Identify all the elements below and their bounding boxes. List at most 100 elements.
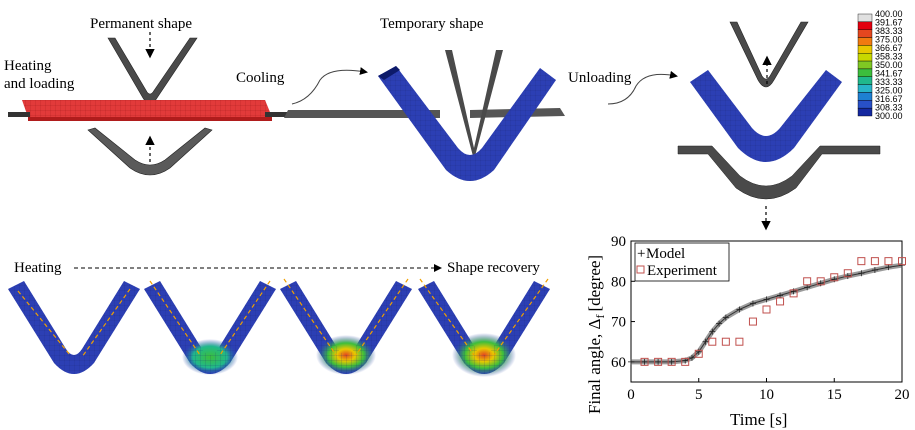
legend-experiment-marker	[636, 265, 645, 274]
colorbar-value: 383.33	[875, 26, 903, 36]
colorbar-swatch	[857, 45, 873, 54]
model-point	[722, 314, 729, 321]
recovery-specimen-3	[280, 278, 412, 375]
experiment-point	[681, 357, 690, 366]
experiment-point	[708, 337, 717, 346]
experiment-point	[640, 357, 649, 366]
colorbar-swatch	[857, 100, 873, 109]
y-tick-label: 60	[611, 355, 626, 371]
model-point	[716, 320, 723, 327]
y-axis-title: Final angle, Δf [degree]	[585, 255, 607, 414]
y-axis-title-unit: [degree]	[585, 255, 604, 312]
cooling-label: Cooling	[236, 70, 285, 86]
temperature-colorbar: 400.00391.67383.33375.00366.67358.33350.…	[857, 9, 903, 121]
model-point	[736, 306, 743, 313]
final-angle-chart: 0 5 10 15 20 60 70 80 90 + Model Experiment Time…	[585, 234, 910, 429]
experiment-point	[694, 349, 703, 358]
permanent-shape-label: Permanent shape	[90, 16, 192, 32]
x-tick-label: 5	[695, 387, 703, 403]
experiment-point	[776, 297, 785, 306]
stage-unloading	[677, 21, 881, 231]
colorbar-swatch	[857, 37, 873, 46]
x-tick-label: 10	[759, 387, 774, 403]
model-point	[702, 338, 709, 345]
chart-legend: + Model Experiment	[634, 242, 730, 282]
x-axis-title: Time [s]	[730, 410, 787, 429]
colorbar-swatch	[857, 107, 873, 117]
x-tick-label: 15	[827, 387, 842, 403]
colorbar-value: 358.33	[875, 52, 903, 62]
model-point	[668, 358, 675, 365]
unload-upper-tool	[729, 21, 809, 88]
temporary-specimen	[378, 66, 556, 181]
experiment-point	[803, 277, 812, 286]
recovery-sequence: Heating Shape recovery	[8, 260, 550, 377]
x-tick-label: 20	[895, 387, 910, 403]
y-tick-label: 80	[611, 274, 626, 290]
experiment-point	[789, 289, 798, 298]
model-point	[749, 300, 756, 307]
legend-model-marker: +	[637, 246, 645, 262]
unloading-label: Unloading	[568, 70, 632, 86]
model-point	[817, 280, 824, 287]
legend-model-label: Model	[646, 246, 685, 262]
colorbar-swatch	[857, 60, 873, 70]
left-support	[8, 112, 30, 117]
right-support	[265, 112, 288, 117]
upper-tool	[107, 37, 198, 105]
model-point	[763, 296, 770, 303]
recovery-specimen-2	[144, 280, 276, 375]
cooling-arrow	[291, 67, 368, 105]
experiment-point	[898, 257, 906, 266]
experiment-point	[884, 257, 893, 266]
colorbar-value: 325.00	[875, 86, 903, 96]
stage-heating-loading: Permanent shape Heating and loading	[4, 16, 288, 176]
flat-tool-left	[284, 110, 440, 118]
colorbar-value: 350.00	[875, 60, 903, 70]
model-point	[831, 276, 838, 283]
model-point	[709, 328, 716, 335]
experiment-point	[748, 317, 757, 326]
unloading-arrow	[607, 70, 678, 105]
model-point	[790, 288, 797, 295]
model-point	[655, 358, 662, 365]
model-point	[777, 292, 784, 299]
recovery-specimen-1	[8, 281, 140, 374]
x-tick-label: 0	[627, 387, 635, 403]
experiment-point	[667, 357, 676, 366]
colorbar-value: 366.67	[875, 43, 903, 53]
heating-loading-label-line2: and loading	[4, 76, 75, 92]
model-point	[628, 358, 634, 365]
colorbar-value: 400.00	[875, 9, 903, 19]
experiment-point	[843, 269, 852, 278]
model-point	[804, 284, 811, 291]
colorbar-swatch	[857, 84, 873, 93]
model-point	[885, 264, 892, 271]
recovery-specimen-4	[418, 278, 550, 377]
model-point	[858, 270, 865, 277]
colorbar-value: 316.67	[875, 94, 903, 104]
colorbar-value: 308.33	[875, 103, 903, 113]
y-tick-label: 90	[611, 234, 626, 250]
model-point	[641, 358, 648, 365]
cooling-transition: Cooling	[236, 67, 368, 105]
model-point	[899, 262, 905, 269]
experiment-point	[857, 257, 866, 266]
legend-experiment-label: Experiment	[647, 263, 718, 279]
colorbar-swatch	[857, 76, 873, 85]
heating-label: Heating	[14, 260, 62, 276]
temporary-shape-label: Temporary shape	[380, 16, 484, 32]
unload-lower-die	[677, 145, 881, 200]
experiment-point	[870, 257, 879, 266]
colorbar-value: 341.67	[875, 69, 903, 79]
colorbar-value: 375.00	[875, 35, 903, 45]
stage-temporary-shape: Temporary shape	[284, 16, 565, 181]
lower-die	[87, 127, 213, 176]
experiment-point	[816, 277, 825, 286]
shape-recovery-label: Shape recovery	[447, 260, 540, 276]
unload-specimen	[690, 70, 842, 162]
colorbar-swatch	[857, 53, 873, 62]
experiment-point	[654, 357, 663, 366]
experiment-point	[721, 337, 730, 346]
